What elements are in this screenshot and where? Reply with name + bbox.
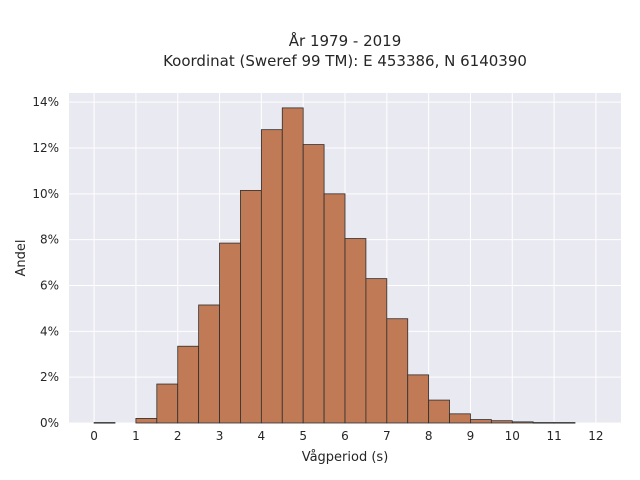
x-tick-label: 2 [174, 429, 182, 443]
histogram-bar [156, 383, 179, 424]
histogram-bar [281, 107, 304, 424]
histogram-bar [532, 422, 555, 424]
y-tick-label: 4% [40, 324, 59, 338]
y-tick-label: 8% [40, 233, 59, 247]
x-tick-label: 0 [90, 429, 98, 443]
histogram-bar [177, 345, 200, 424]
x-tick-label: 6 [341, 429, 349, 443]
histogram-bar [490, 420, 513, 424]
histogram-bar [219, 242, 241, 424]
chart-title-line-2: Koordinat (Sweref 99 TM): E 453386, N 61… [163, 52, 527, 70]
x-tick-label: 7 [383, 429, 391, 443]
x-tick-label: 5 [299, 429, 307, 443]
y-axis-label: Andel [14, 240, 29, 277]
histogram-bar [553, 422, 576, 424]
histogram-bar [198, 304, 220, 424]
x-tick-label: 11 [546, 429, 561, 443]
histogram-bar [470, 419, 492, 424]
x-tick-label: 12 [588, 429, 603, 443]
y-axis-ticks: 0% 2% 4% 6% 8% 10% 12% 14% [32, 95, 59, 430]
histogram-bar [323, 193, 346, 424]
y-tick-label: 14% [32, 95, 59, 109]
y-tick-label: 10% [32, 187, 59, 201]
y-tick-label: 6% [40, 279, 59, 293]
histogram-bar [240, 189, 262, 424]
histogram-bar [386, 318, 409, 424]
histogram-bar [449, 413, 471, 424]
histogram-bar [365, 278, 388, 424]
x-tick-label: 10 [505, 429, 520, 443]
histogram-bar [511, 421, 534, 424]
histogram-bar [93, 422, 116, 424]
histogram-bar [260, 129, 283, 424]
histogram-bar [135, 418, 158, 424]
x-tick-label: 9 [467, 429, 475, 443]
y-tick-label: 2% [40, 370, 59, 384]
histogram-bar [302, 144, 325, 424]
histogram-bar [407, 374, 430, 424]
chart-title-line-1: År 1979 - 2019 [289, 31, 402, 50]
x-tick-label: 4 [258, 429, 266, 443]
y-tick-label: 12% [32, 141, 59, 155]
x-tick-label: 1 [132, 429, 140, 443]
histogram-bars [93, 107, 576, 424]
x-tick-label: 8 [425, 429, 433, 443]
y-tick-label: 0% [40, 416, 59, 430]
histogram-bar [428, 399, 450, 424]
x-axis-label: Vågperiod (s) [302, 450, 389, 465]
x-tick-label: 3 [216, 429, 224, 443]
x-axis-ticks: 0 1 2 3 4 5 6 7 8 9 10 11 12 [90, 429, 603, 443]
histogram-bar [344, 238, 367, 424]
